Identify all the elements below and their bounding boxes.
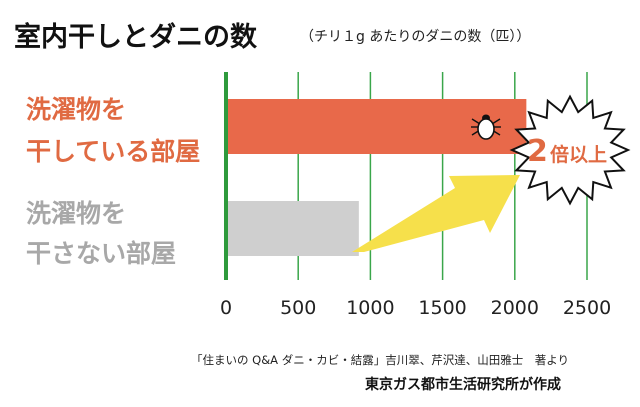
mite-icon [471, 114, 501, 140]
chart-subtitle: （チリ１g あたりのダニの数（匹）） [300, 29, 530, 45]
category-label-line: 洗濯物を [26, 95, 126, 124]
x-tick-label: 0 [220, 297, 232, 319]
category-label-line: 干さない部屋 [26, 239, 176, 268]
source-citation: 「住まいの Q&A ダニ・カビ・結露」吉川翠、芹沢達、山田雅士 著より [191, 353, 569, 367]
badge-number: 2 [527, 134, 548, 169]
bar [228, 201, 359, 256]
arrow-icon [352, 175, 520, 252]
x-tick-label: 1500 [418, 297, 466, 319]
x-tick-label: 1000 [346, 297, 394, 319]
category-label-line: 干している部屋 [26, 137, 200, 166]
credit-line: 東京ガス都市生活研究所が作成 [365, 376, 561, 393]
x-tick-labels: 0 500 1000 1500 2000 2500 [220, 297, 611, 319]
x-tick-label: 500 [280, 297, 316, 319]
category-label-line: 洗濯物を [26, 199, 126, 228]
badge-text: 倍以上 [550, 143, 607, 166]
chart-title: 室内干しとダニの数 [14, 21, 258, 53]
x-tick-label: 2500 [563, 297, 611, 319]
badge-starburst: 2 倍以上 [509, 94, 631, 206]
x-tick-label: 2000 [491, 297, 539, 319]
